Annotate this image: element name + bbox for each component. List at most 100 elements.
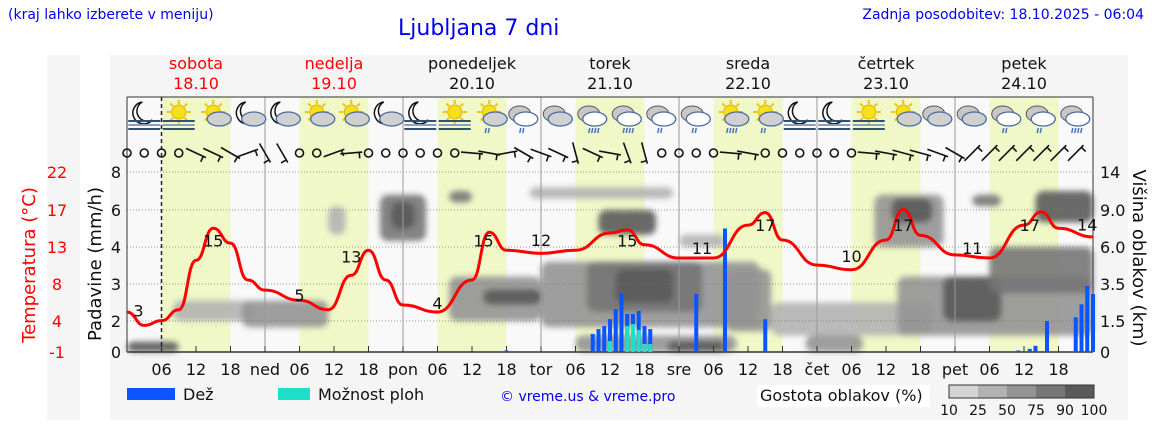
cloud-icon — [961, 111, 987, 127]
wind-barb-icon — [945, 146, 965, 163]
precipitation-tick: 8 — [111, 163, 121, 182]
calm-wind-icon — [777, 148, 788, 158]
wind-barb-icon — [202, 147, 224, 163]
wind-feather — [892, 154, 895, 161]
calm-wind-icon — [432, 148, 443, 158]
weather-icon-sun-cloud-light-rain — [753, 100, 784, 134]
wind-barb-icon — [460, 151, 484, 160]
day-name: torek — [589, 54, 631, 73]
rain-drop-icon — [484, 127, 487, 134]
wind-barb-icon — [220, 146, 241, 163]
sun-ray-icon — [169, 102, 174, 108]
weather-icon-overcast — [542, 105, 573, 127]
temperature-label: 10 — [841, 247, 861, 266]
calm-wind-icon — [846, 148, 857, 158]
rain-drop-icon — [1080, 127, 1083, 134]
calm-wind-icon — [708, 148, 719, 158]
precipitation-tick: 0 — [111, 343, 121, 362]
cloud-icon — [513, 111, 539, 127]
rain-drop-icon — [591, 127, 594, 134]
wind-feather — [616, 154, 619, 161]
rain-drop-icon — [1071, 127, 1074, 134]
cloud-icon — [482, 111, 508, 127]
day-name: sreda — [726, 54, 770, 73]
wind-barb-icon — [857, 151, 880, 160]
wind-barb-icon — [719, 151, 742, 160]
x-tick-label: 18 — [1048, 360, 1068, 379]
weather-icon-sun-cloud-light-rain — [477, 100, 508, 134]
sun-ray-icon — [735, 102, 740, 108]
calm-wind-icon — [812, 148, 822, 158]
cloud-blob — [483, 289, 541, 305]
calm-wind-icon — [156, 148, 167, 158]
cloud-height-tick: 3.5 — [1100, 275, 1125, 294]
weather-icon-cloud-rain — [611, 105, 642, 134]
x-tick-label: 12 — [324, 360, 344, 379]
day-date: 21.10 — [587, 74, 633, 93]
weather-icon-sun-fog — [438, 100, 471, 130]
x-tick-label: 18 — [634, 360, 654, 379]
wind-barb-icon — [1015, 144, 1035, 162]
sun-ray-icon — [756, 102, 761, 108]
wind-feather — [1011, 146, 1018, 153]
wind-feather — [571, 159, 578, 164]
x-tick-label: 12 — [186, 360, 206, 379]
sun-ray-icon — [459, 102, 464, 108]
cloud-density-swatch — [978, 385, 1007, 398]
weather-icon-cloud-light-rain — [991, 105, 1022, 134]
precipitation-tick: 2 — [111, 312, 121, 331]
x-tick-label: 06 — [289, 360, 309, 379]
temperature-label: 17 — [755, 216, 775, 235]
wind-feather — [526, 156, 532, 163]
wind-barb-icon — [237, 148, 259, 158]
cloud-height-tick: 6.0 — [1100, 238, 1125, 257]
temperature-label: 13 — [341, 247, 361, 266]
cloud-blob — [972, 194, 1001, 207]
sun-ray-icon — [480, 102, 485, 108]
rain-drop-icon — [1074, 127, 1077, 134]
cloud-icon — [206, 111, 232, 127]
cloud-icon — [651, 111, 677, 127]
temperature-label: 4 — [432, 294, 442, 313]
sun-ray-icon — [873, 102, 878, 108]
day-date: 23.10 — [863, 74, 909, 93]
wind-shaft — [323, 148, 345, 158]
shower-bar — [631, 324, 635, 352]
rain-bar — [1079, 304, 1084, 352]
cloud-density-level: 10 — [940, 403, 958, 419]
x-tick-label: čet — [805, 360, 830, 379]
wind-barb-icon — [276, 143, 289, 164]
rain-bar — [1085, 285, 1090, 352]
x-tick-label: 06 — [703, 360, 723, 379]
precipitation-tick: 6 — [111, 201, 121, 220]
temperature-tick: -1 — [49, 343, 65, 362]
calm-wind-icon — [122, 148, 132, 158]
rain-bar — [1022, 351, 1026, 352]
day-name: nedelja — [305, 54, 364, 73]
weather-icon-sun-cloud — [891, 100, 922, 127]
weather-icon-sun-fog — [852, 100, 885, 130]
wind-feather — [908, 154, 912, 162]
rain-drop-icon — [726, 127, 729, 134]
x-tick-label: sre — [667, 360, 691, 379]
wind-feather — [478, 153, 481, 160]
cloud-density-scale-border — [948, 384, 1095, 399]
rain-drop-icon — [760, 127, 763, 134]
sun-ray-icon — [204, 102, 209, 108]
sun-ray-icon — [342, 102, 347, 108]
wind-feather — [358, 152, 361, 159]
rain-drop-icon — [729, 127, 732, 134]
cloud-blob — [771, 302, 932, 336]
sun-icon — [861, 104, 877, 120]
wind-feather — [958, 156, 963, 163]
temperature-label: 17 — [1020, 216, 1040, 235]
weather-icon-moon-fog — [783, 101, 816, 130]
rain-drop-icon — [487, 127, 490, 134]
precipitation-tick: 3 — [111, 275, 121, 294]
sun-ray-icon — [494, 102, 499, 108]
cloud-icon — [310, 111, 336, 127]
weather-icon-cloud-rain — [577, 105, 608, 134]
showers-legend-label: Možnost ploh — [318, 385, 424, 404]
wind-feather — [596, 156, 601, 163]
wind-feather — [977, 146, 983, 153]
